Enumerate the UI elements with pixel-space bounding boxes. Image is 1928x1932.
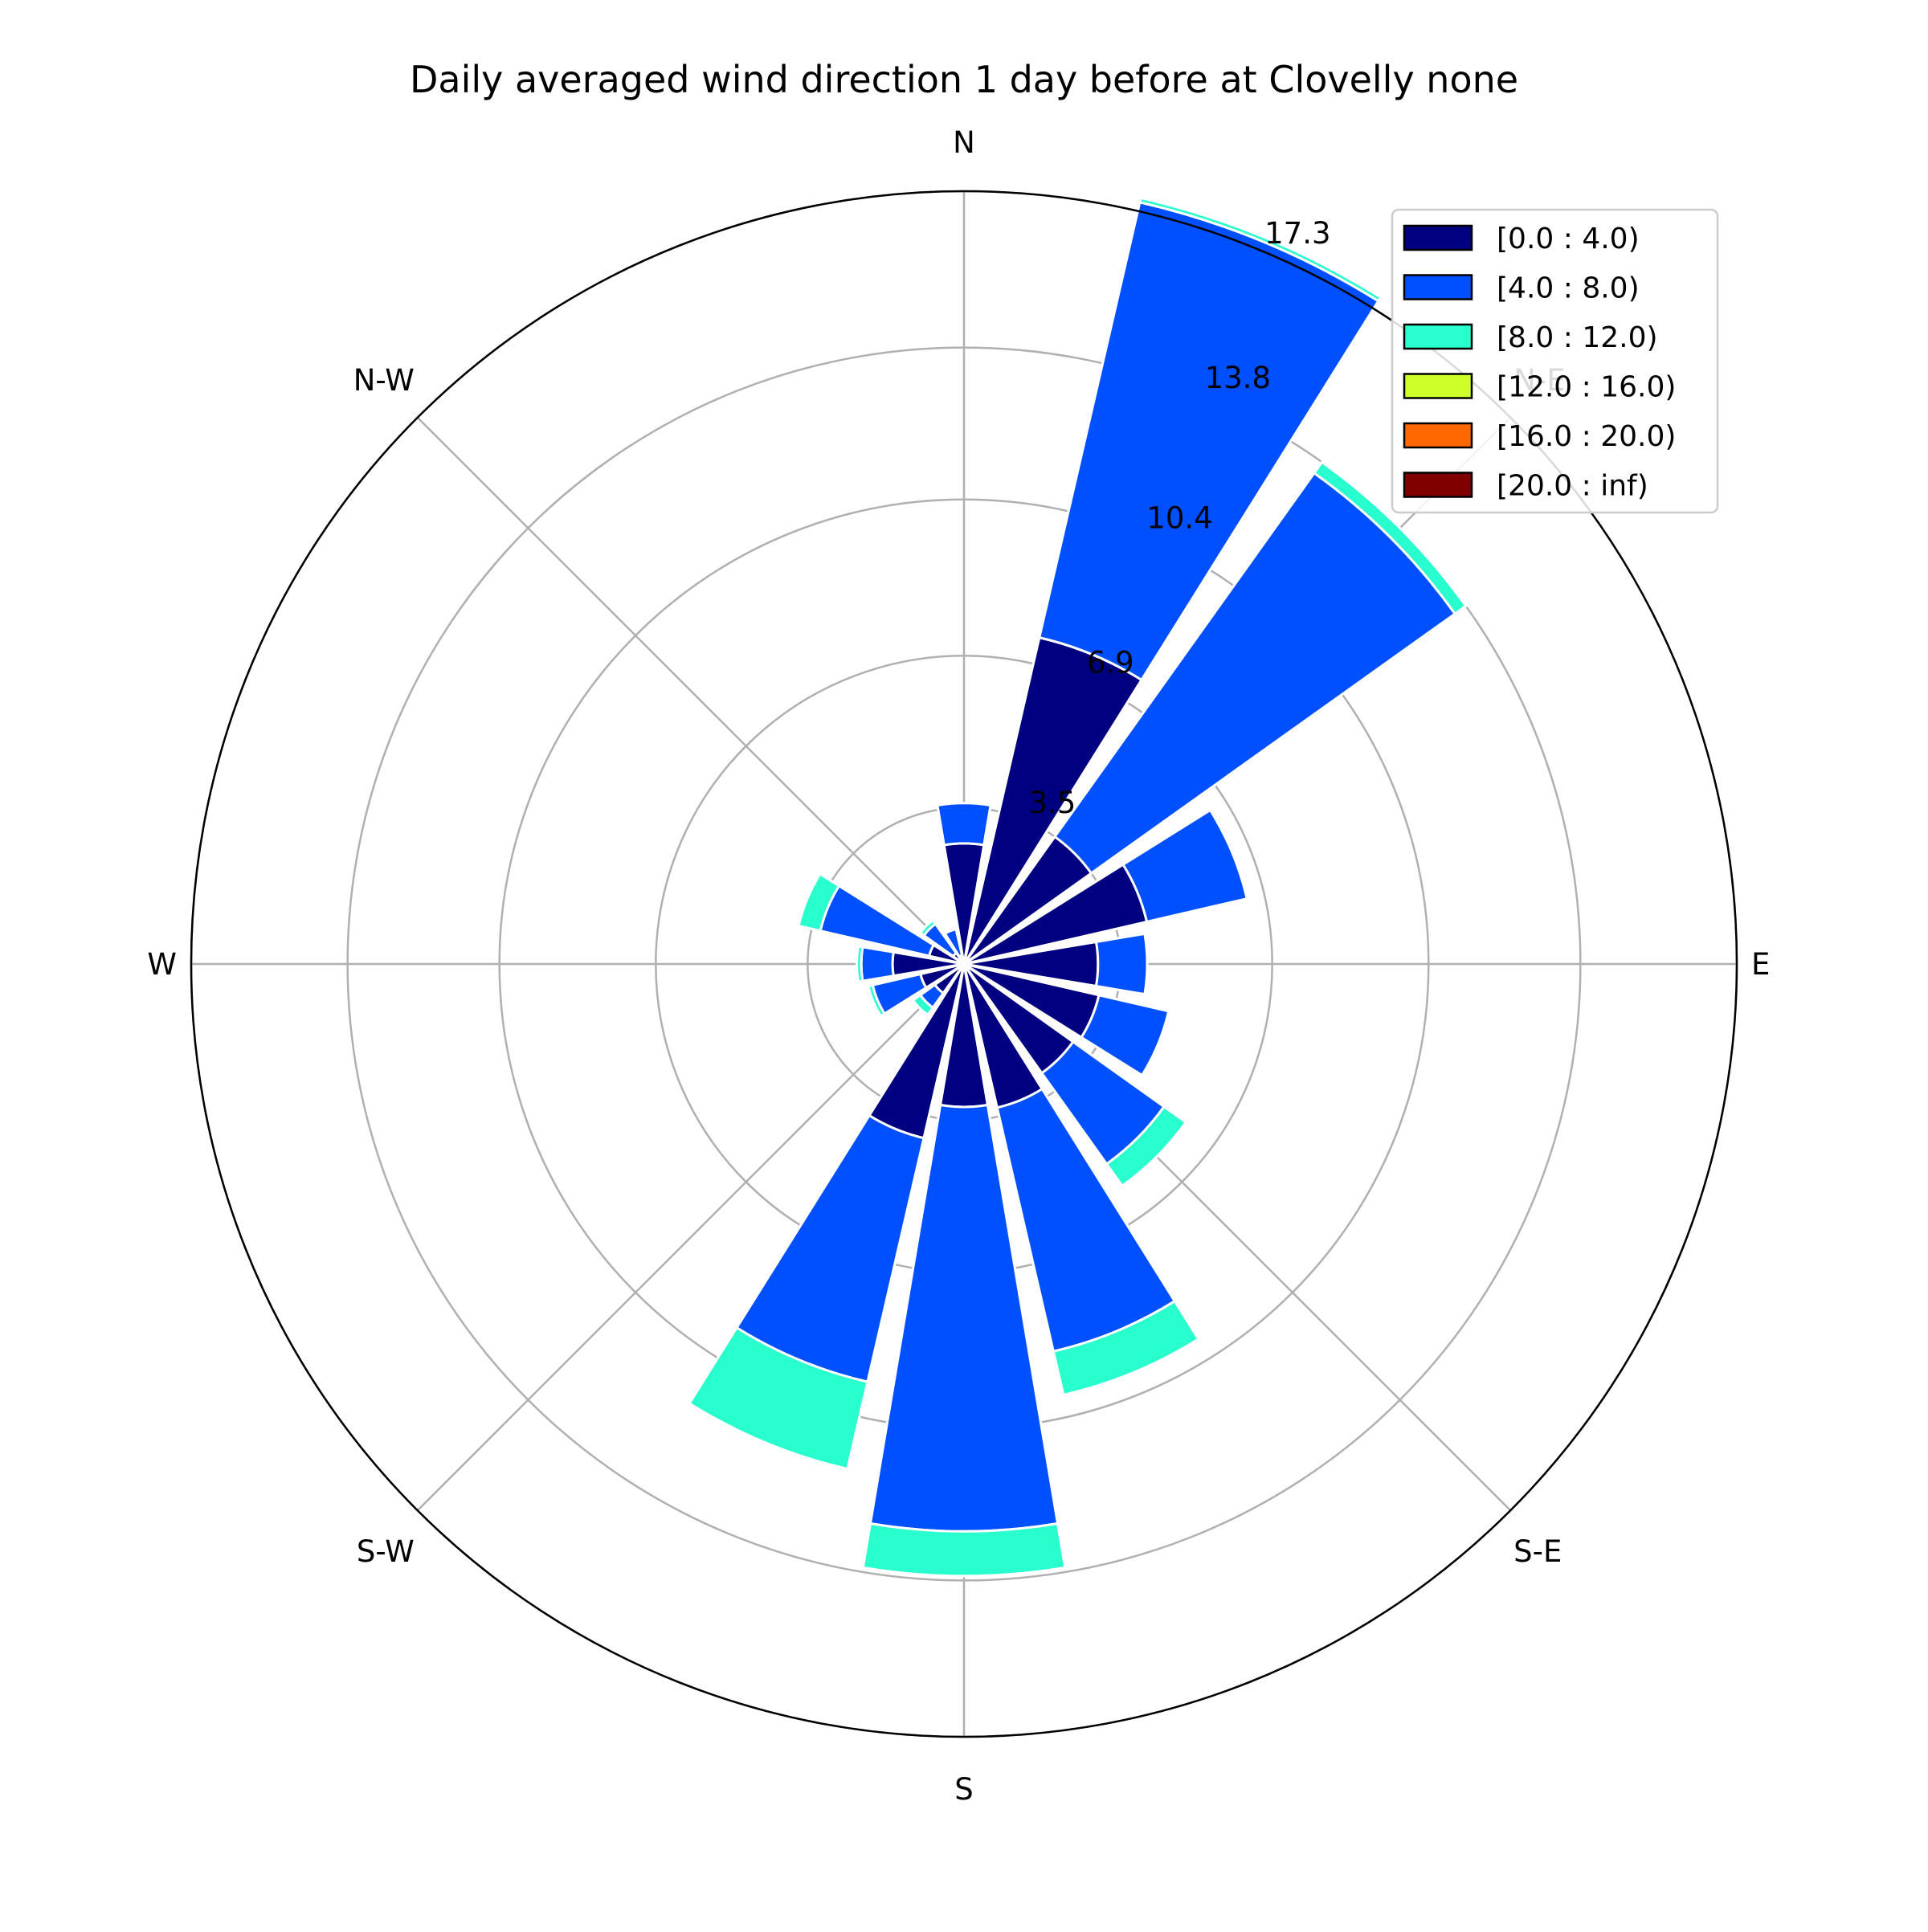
legend-label-1: [4.0 : 8.0): [1497, 272, 1640, 305]
chart-title: Daily averaged wind direction 1 day befo…: [410, 58, 1518, 101]
direction-label-n: N: [953, 125, 975, 160]
bar-sector-2-bin-2: [1312, 460, 1468, 616]
polar-frame: [190, 190, 1738, 1738]
bar-sector-12-bin-1: [860, 946, 895, 982]
legend-swatch-3: [1403, 373, 1473, 399]
bar-sector-5-bin-1: [1080, 993, 1170, 1077]
direction-label-s-e: S-E: [1513, 1534, 1562, 1569]
bar-sector-7-bin-2: [1052, 1299, 1200, 1397]
rose-bars: [688, 196, 1468, 1578]
direction-label-s: S: [954, 1772, 974, 1807]
radial-tick-label-2: 10.4: [1146, 501, 1212, 536]
radial-tick-label-1: 6.9: [1087, 646, 1134, 680]
direction-label-s-w: S-W: [357, 1534, 415, 1569]
bar-sector-8-bin-2: [861, 1522, 1067, 1578]
bar-sector-11-bin-2: [867, 983, 887, 1018]
legend-swatch-0: [1403, 224, 1473, 251]
legend-swatch-1: [1403, 274, 1473, 300]
legend-label-2: [8.0 : 12.0): [1497, 321, 1658, 354]
direction-labels: NN-EES-ESS-WWN-W: [147, 125, 1770, 1807]
bar-sector-14-bin-2: [918, 918, 937, 937]
bar-sector-15-bin-1: [943, 927, 964, 958]
bar-sector-3-bin-1: [1121, 808, 1248, 924]
legend-label-0: [0.0 : 4.0): [1497, 223, 1640, 255]
direction-label-n-w: N-W: [353, 363, 415, 398]
direction-label-e: E: [1751, 947, 1770, 982]
bar-sector-4-bin-1: [1094, 932, 1149, 996]
bar-sector-6-bin-2: [1105, 1105, 1188, 1188]
bar-sector-9-bin-1: [735, 1113, 925, 1383]
direction-label-w: W: [147, 947, 177, 982]
bar-sector-10-bin-2: [911, 993, 935, 1017]
radial-tick-label-4: 17.3: [1264, 216, 1330, 251]
bar-sector-1-bin-2: [1138, 196, 1383, 303]
legend: [0.0 : 4.0) [4.0 : 8.0) [8.0 : 12.0) [12.0 …: [1391, 208, 1719, 514]
legend-label-5: [20.0 : inf): [1497, 470, 1648, 503]
legend-swatch-2: [1403, 323, 1473, 350]
legend-swatch-4: [1403, 422, 1473, 449]
bar-sector-13-bin-2: [797, 872, 841, 933]
bar-sector-12-bin-2: [856, 945, 864, 983]
legend-swatch-5: [1403, 472, 1473, 498]
legend-label-3: [12.0 : 16.0): [1497, 371, 1676, 404]
radial-tick-label-0: 3.5: [1028, 786, 1076, 820]
grid-spoke-5: [416, 963, 965, 1512]
legend-label-4: [16.0 : 20.0): [1497, 420, 1676, 453]
bar-sector-0-bin-1: [936, 802, 992, 847]
bar-sector-13-bin-1: [819, 884, 936, 958]
bar-sector-9-bin-2: [688, 1325, 869, 1471]
radial-tick-labels: 3.5 6.9 10.4 13.8 17.3: [1028, 216, 1330, 820]
radial-tick-label-3: 13.8: [1205, 361, 1271, 395]
legend-frame: [1391, 208, 1719, 514]
grid-spoke-7: [416, 416, 965, 965]
